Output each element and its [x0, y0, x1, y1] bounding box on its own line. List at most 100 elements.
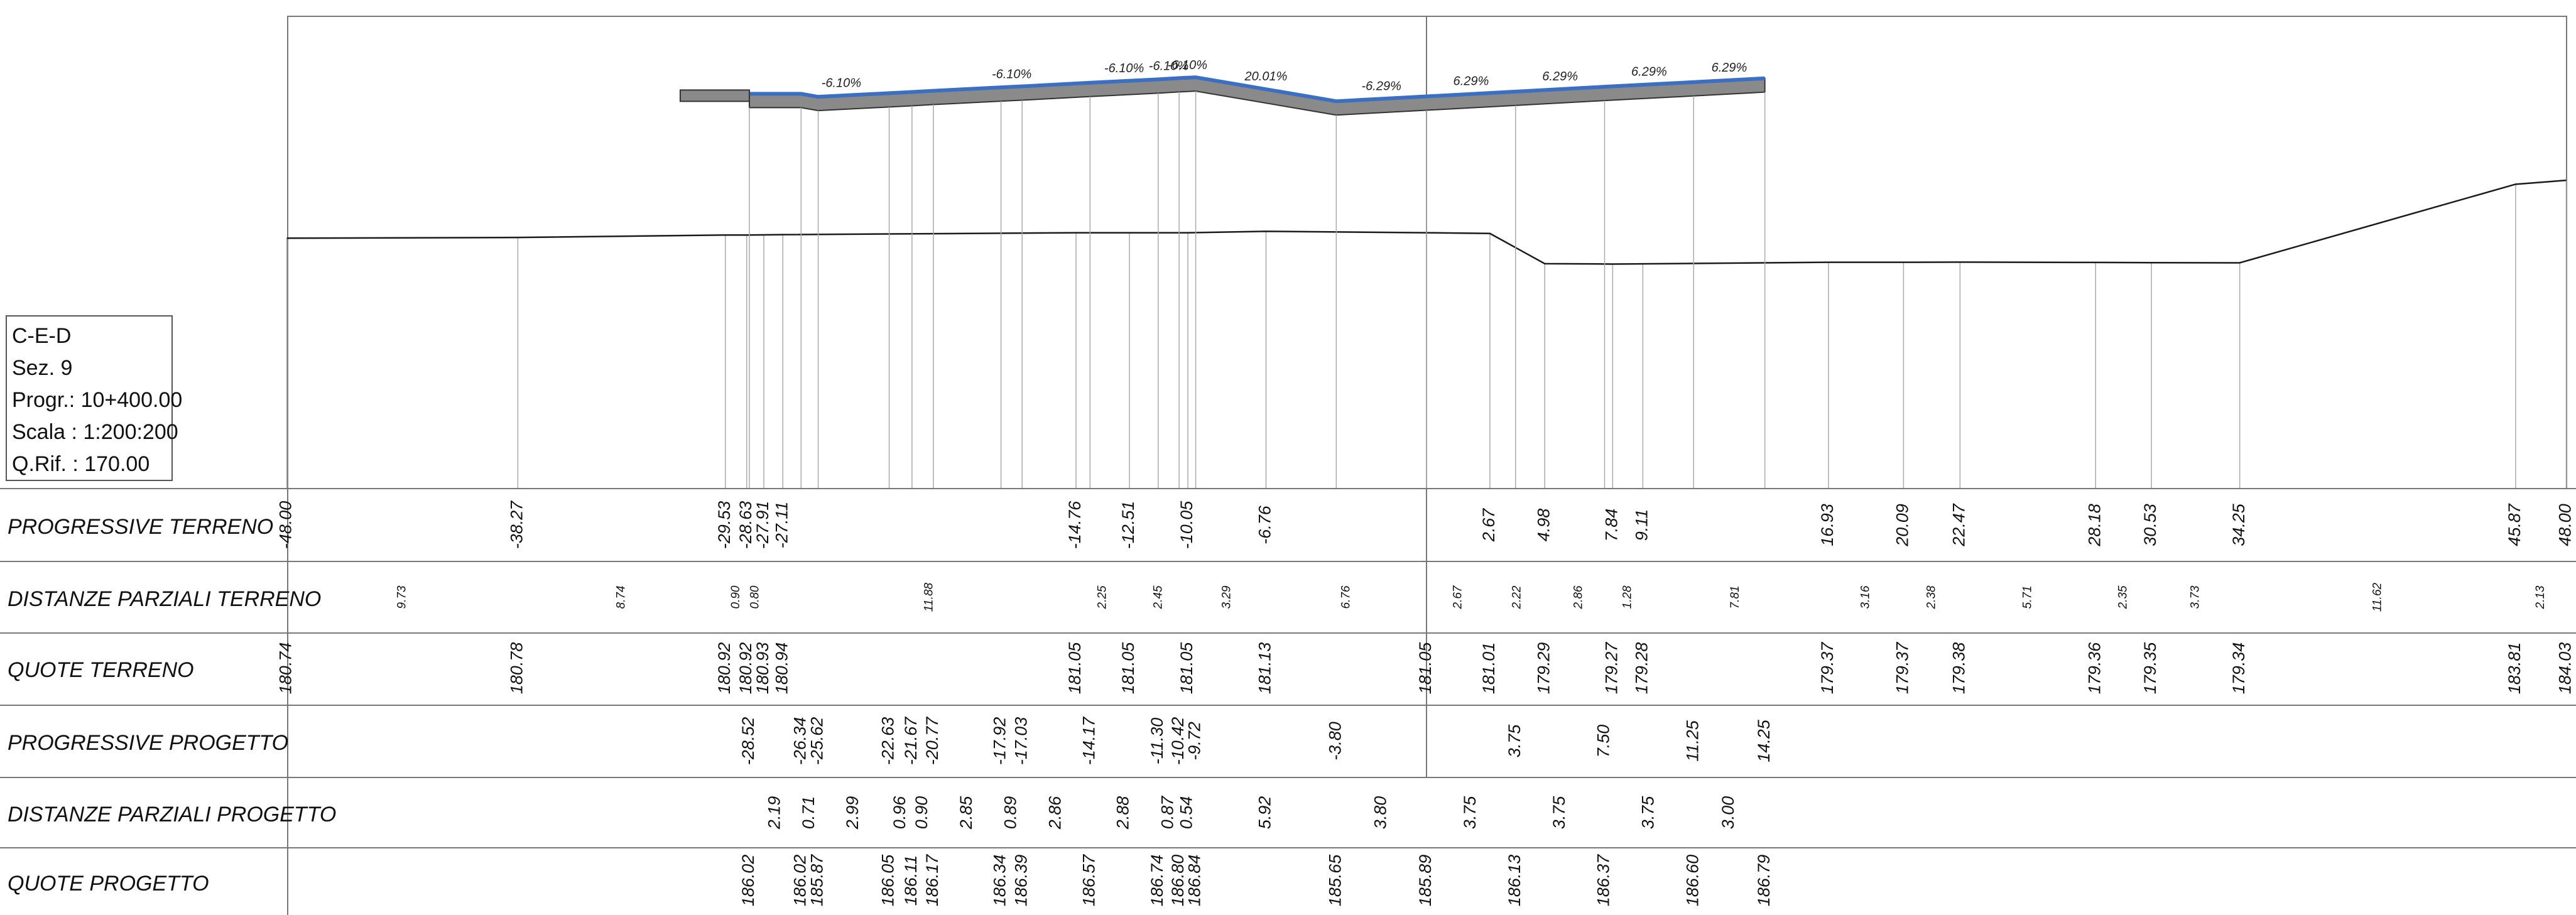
table-value: 0.96	[890, 796, 909, 830]
table-value: 1.28	[1621, 585, 1634, 609]
table-value: -17.03	[1011, 717, 1030, 766]
slope-label: -6.29%	[1361, 79, 1401, 93]
datum-label: Q.Rif. : 170.00	[12, 452, 150, 476]
table-value: 0.87	[1158, 796, 1177, 830]
table-value: 2.19	[764, 796, 783, 830]
table-value: 179.28	[1632, 642, 1651, 695]
table-value: 3.73	[2188, 585, 2202, 609]
table-value: -6.76	[1256, 505, 1274, 544]
table-value: 4.98	[1534, 509, 1553, 542]
table-value: 0.89	[1001, 796, 1020, 830]
section-info-box: C-E-D Sez. 9 Progr.: 10+400.00 Scala : 1…	[6, 315, 183, 481]
table-value: 179.29	[1534, 642, 1553, 695]
table-value: 186.17	[923, 854, 942, 907]
table-value: -38.27	[508, 501, 526, 550]
table-value: -21.67	[901, 717, 920, 766]
row-caption: PROGRESSIVE PROGETTO	[8, 731, 288, 755]
table-value: 180.74	[276, 642, 295, 695]
table-value: 2.25	[1096, 585, 1109, 609]
table-value: -10.05	[1177, 501, 1196, 550]
table-value: 184.03	[2556, 642, 2575, 695]
table-value: 11.88	[923, 583, 936, 612]
row-caption: PROGRESSIVE TERRENO	[8, 515, 273, 539]
slope-label: 6.29%	[1631, 65, 1667, 79]
table-value: 2.99	[843, 796, 862, 830]
table-value: 2.13	[2534, 585, 2547, 609]
table-value: 11.62	[2371, 583, 2384, 612]
table-value: 2.88	[1114, 796, 1133, 830]
table-value: 3.00	[1719, 796, 1737, 830]
table-value: 2.85	[957, 796, 976, 830]
table-value: 180.92	[715, 642, 734, 695]
slope-label: -6.10%	[992, 67, 1031, 81]
table-value: 8.74	[615, 586, 628, 609]
table-value: 28.18	[2085, 504, 2104, 547]
table-value: 3.75	[1639, 796, 1658, 830]
slope-labels: -6.10%-6.10% -6.10% -6.10%-6.10%20.01%-6.2…	[822, 58, 1747, 94]
table-value: -22.63	[879, 717, 898, 766]
table-value: -27.11	[772, 502, 791, 549]
table-value: 20.09	[1893, 504, 1912, 547]
slope-label: 20.01%	[1244, 70, 1288, 84]
table-value: 9.11	[1632, 509, 1651, 541]
table-value: 48.00	[2556, 504, 2575, 546]
table-value: 5.92	[1256, 796, 1274, 830]
table-value: 14.25	[1754, 719, 1773, 762]
table-value: 0.90	[729, 585, 742, 609]
table-value: -10.42	[1168, 717, 1187, 766]
table-value: -17.92	[991, 717, 1009, 766]
table-value: 3.29	[1220, 585, 1233, 609]
slope-label: -6.10%	[822, 76, 861, 90]
table-value: 181.05	[1177, 642, 1196, 695]
table-value: -28.52	[739, 717, 758, 766]
slope-label: 6.29%	[1454, 75, 1489, 89]
table-value: 186.60	[1683, 855, 1702, 907]
table-value: 2.22	[1511, 585, 1524, 609]
table-value: -9.72	[1185, 722, 1204, 761]
table-value: 179.37	[1818, 642, 1837, 695]
table-value: 22.47	[1949, 503, 1968, 547]
table-value: 186.80	[1168, 855, 1187, 907]
table-value: 30.53	[2141, 504, 2160, 546]
table-value: 180.92	[736, 642, 755, 695]
table-value: 2.67	[1479, 508, 1498, 543]
pavement-line	[749, 75, 1765, 104]
table-value: 186.74	[1148, 855, 1166, 907]
table-value: 186.11	[901, 855, 920, 906]
chainage-label: Progr.: 10+400.00	[12, 388, 183, 412]
table-value: 179.27	[1602, 642, 1621, 695]
table-value: 180.94	[772, 642, 791, 695]
slope-label: 6.29%	[1542, 70, 1578, 84]
table-value: -12.51	[1119, 501, 1138, 550]
table-values: -48.00 180.74 9.73 -38.27 180.78 8.74 -29.53 18…	[276, 501, 2575, 907]
table-value: 3.80	[1371, 796, 1389, 830]
table-value: 7.84	[1602, 509, 1621, 542]
table-value: 179.35	[2141, 642, 2160, 695]
curb-block	[679, 89, 750, 102]
table-value: 179.36	[2085, 642, 2104, 695]
table-value: 179.34	[2229, 642, 2248, 695]
table-value: 186.57	[1079, 854, 1098, 907]
row-caption: QUOTE TERRENO	[8, 658, 194, 682]
table-value: 181.13	[1256, 642, 1274, 695]
table-value: 3.75	[1550, 796, 1568, 830]
table-value: 180.78	[508, 642, 526, 695]
road-platform	[679, 75, 1766, 489]
table-value: 2.38	[1925, 585, 1938, 609]
table-value: 186.02	[790, 855, 809, 907]
table-value: -14.17	[1079, 717, 1098, 766]
table-value: 3.75	[1505, 724, 1524, 758]
table-value: 2.45	[1152, 585, 1165, 609]
table-value: 0.71	[799, 796, 818, 830]
table-value: 0.90	[912, 796, 931, 830]
table-value: 186.13	[1505, 855, 1524, 907]
terrain-line	[286, 179, 2567, 265]
table-value: 181.05	[1065, 642, 1084, 695]
table-value: 3.16	[1859, 585, 1872, 609]
table-value: 179.38	[1949, 642, 1968, 695]
table-value: -26.34	[790, 717, 809, 766]
table-value: 186.05	[879, 854, 898, 907]
table-value: 2.67	[1451, 585, 1464, 609]
table-value: -11.30	[1148, 718, 1166, 765]
